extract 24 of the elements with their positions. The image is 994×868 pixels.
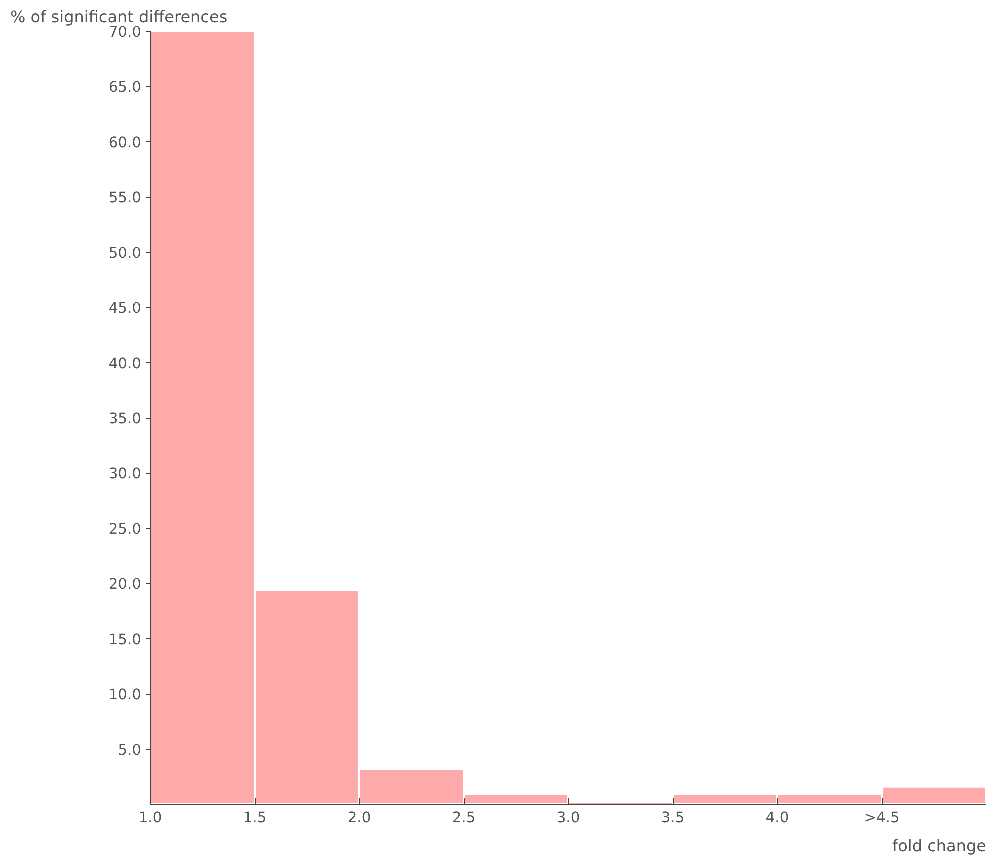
y-tick-label: 35.0 (108, 410, 142, 428)
y-tick-label: 30.0 (108, 466, 142, 483)
x-tick-label: 4.0 (766, 810, 790, 826)
y-tick-label: 60.0 (108, 134, 142, 152)
x-tick-label: 3.5 (661, 810, 685, 826)
x-tick-label: 1.0 (138, 810, 162, 826)
y-tick-label: 50.0 (108, 244, 142, 262)
y-tick-label: 55.0 (108, 190, 142, 207)
y-tick-label: 45.0 (108, 300, 142, 318)
y-tick-label: 65.0 (108, 79, 142, 96)
x-tick-label: >4.5 (864, 810, 900, 826)
y-tick-label: 20.0 (108, 576, 142, 594)
y-axis-title: % of significant differences (10, 8, 228, 26)
x-tick-label: 3.0 (556, 810, 580, 826)
x-axis-title: fold change (892, 836, 987, 856)
y-tick-label: 15.0 (108, 631, 142, 648)
y-tick-label: 10.0 (108, 686, 142, 704)
x-tick-label: 1.5 (243, 810, 267, 826)
x-tick-label: 2.5 (452, 810, 476, 826)
y-tick-label: 40.0 (108, 355, 142, 372)
x-tick-label: 2.0 (348, 810, 372, 826)
y-tick-label: 25.0 (108, 520, 142, 538)
y-tick-label: 5.0 (118, 742, 142, 759)
y-tick-label: 70.0 (108, 24, 142, 41)
